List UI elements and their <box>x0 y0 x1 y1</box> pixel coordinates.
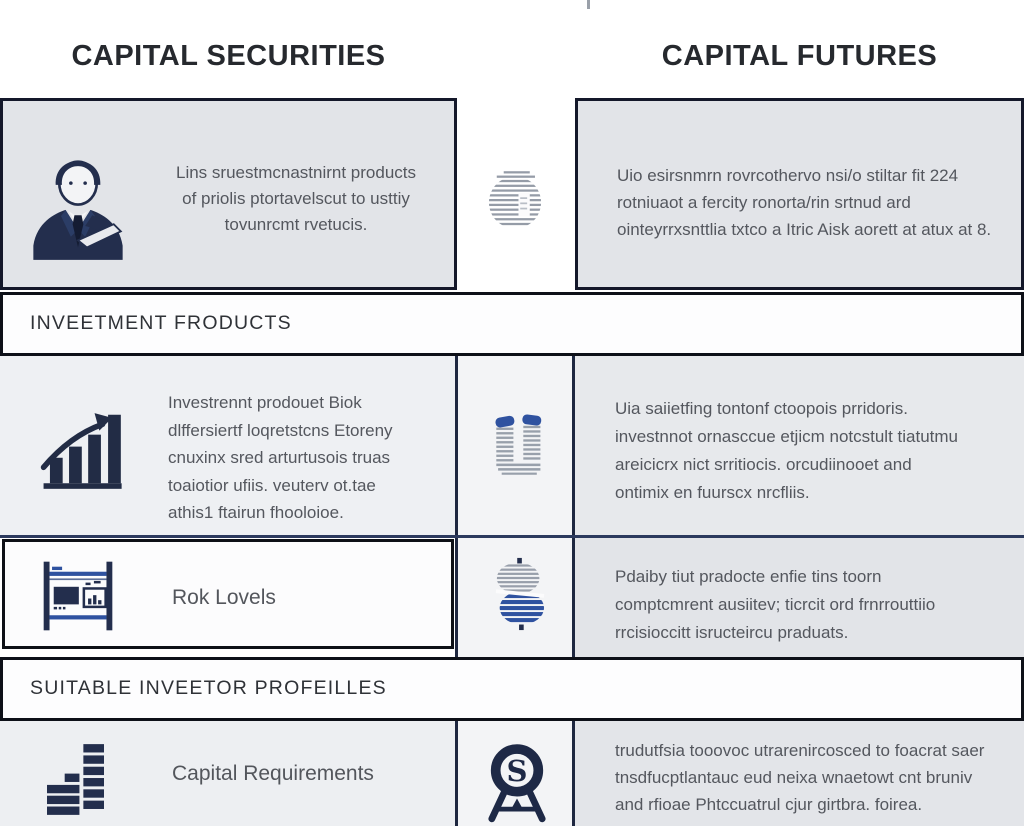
column-title-left: CAPITAL SECURITIES <box>71 40 386 72</box>
section-bar-investment-products: INVEETMENT FRODUCTS <box>0 292 1024 356</box>
businessman-icon <box>33 160 123 260</box>
text-line: investnnot ornasccue etjicm notcstult ti… <box>615 427 958 446</box>
text-line: trudutfsia tooovoc utrarenircosced to fo… <box>615 741 985 760</box>
award-glyph: S <box>507 754 528 788</box>
text-line: Investrennt prodouet Biok <box>168 393 362 412</box>
risk-levels-label: Rok Lovels <box>172 586 276 609</box>
text-line: ontimix en fuurscx nrcfliis. <box>615 483 810 502</box>
cell-row1-right <box>575 98 1024 290</box>
row2-left-text: Investrennt prodouet Biok dlffersiertf l… <box>168 389 460 527</box>
text-line: tovunrcmt rvetucis. <box>224 215 368 234</box>
text-line: ointeyrrxsnttlia txtco a Itric Aisk aore… <box>617 220 992 239</box>
section-bar-investor-profiles: SUITABLE INVEETOR PROFEILLES <box>0 657 1024 721</box>
row3-right-text: Pdaiby tiut pradocte enfie tins toorn co… <box>615 563 1019 647</box>
text-line: Lins sruestmcnastnirnt products <box>176 163 416 182</box>
text-line: athis1 ftairun fhooloioe. <box>168 503 344 522</box>
risk-rack-icon <box>43 561 113 631</box>
text-line: rotniuaot a fercity ronorta/rin srtnud a… <box>617 193 911 212</box>
cell-row2-left <box>0 356 455 535</box>
capital-requirements-label: Capital Requirements <box>172 762 374 785</box>
section-bar-label: INVEETMENT FRODUCTS <box>30 312 292 334</box>
cell-row3-right <box>575 538 1024 657</box>
middle-panel-row2 <box>455 356 575 535</box>
text-line: and rfioae Phtccuatrul cjur girtbra. foi… <box>615 795 923 814</box>
cell-row2-right <box>575 356 1024 535</box>
text-line: areicicrx nict srritiocis. orcudiinooet … <box>615 455 912 474</box>
capital-blocks-icon <box>47 744 104 815</box>
striped-globe-icon <box>488 171 542 226</box>
text-line: tnsdfucptlantauc eud neixa wnaetowt cnt … <box>615 768 973 787</box>
column-title-right: CAPITAL FUTURES <box>661 40 938 72</box>
text-line: cnuxinx sred arturtusois truas <box>168 448 391 467</box>
text-line: rrcisioccitt isructeircu praduats. <box>615 623 849 642</box>
text-line: Uio esirsnmrn rovrcothervo nsi/o stiltar… <box>617 166 959 185</box>
row-divider-line <box>0 535 1024 538</box>
section-bar-label: SUITABLE INVEETOR PROFEILLES <box>30 677 387 699</box>
text-line: toaiotior ufiis. veuterv ot.tae <box>168 475 376 495</box>
award-dollar-icon: S <box>488 744 546 823</box>
text-line: Uia saiietfing tontonf ctoopois prridori… <box>615 399 908 418</box>
striped-u-icon <box>495 414 542 475</box>
row2-right-text: Uia saiietfing tontonf ctoopois prridori… <box>615 395 1019 507</box>
striped-dollar-icon <box>495 557 545 631</box>
bar-chart-growth-icon <box>40 413 122 489</box>
row1-left-text: Lins sruestmcnastnirnt products of priol… <box>145 160 447 238</box>
text-line: Pdaiby tiut pradocte enfie tins toorn <box>615 567 882 586</box>
row1-right-text: Uio esirsnmrn rovrcothervo nsi/o stiltar… <box>617 162 1015 243</box>
text-line: of priolis ptortavelscut to usttiy <box>182 189 410 208</box>
text-line: comptcmrent ausiitev; ticrcit ord frnrro… <box>615 595 936 614</box>
cell-row4-right <box>575 721 1024 826</box>
row4-right-text: trudutfsia tooovoc utrarenircosced to fo… <box>615 737 1019 818</box>
text-line: dlffersiertf loqretstcns Etoreny <box>168 420 393 440</box>
top-tick-mark <box>587 0 590 9</box>
